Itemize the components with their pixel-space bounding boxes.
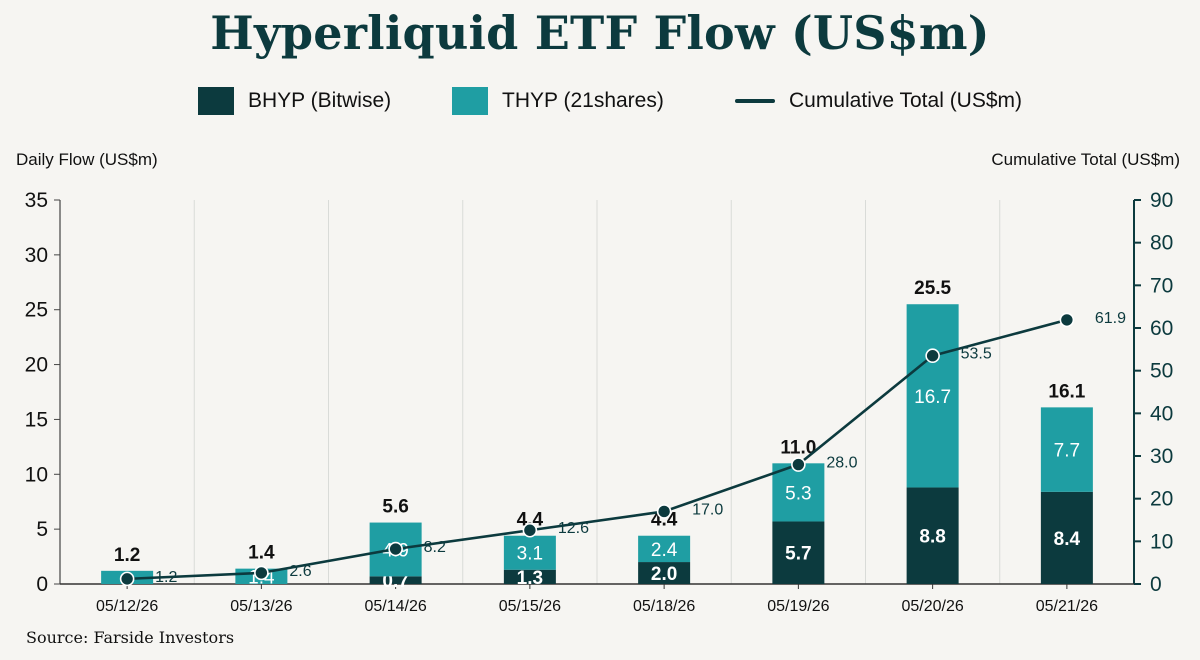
bar-thyp — [906, 304, 959, 488]
cumulative-label: 61.9 — [1095, 310, 1126, 327]
left-tick-label: 20 — [25, 354, 48, 377]
legend-label-bhyp: BHYP (Bitwise) — [248, 89, 392, 112]
bar-total-label: 5.6 — [382, 497, 408, 518]
legend-swatch-thyp — [452, 87, 488, 115]
bar-bhyp — [503, 569, 556, 584]
cumulative-point — [522, 522, 538, 538]
left-tick-label: 5 — [36, 518, 48, 541]
left-tick-label: 35 — [25, 189, 48, 212]
x-tick-label: 05/14/26 — [364, 598, 426, 615]
legend-label-cumulative: Cumulative Total (US$m) — [789, 89, 1023, 112]
bar-label-bhyp: 8.4 — [1054, 529, 1081, 550]
left-tick-label: 15 — [25, 408, 48, 431]
left-tick-label: 10 — [25, 463, 48, 486]
bar-total-label: 1.2 — [114, 545, 140, 566]
bar-thyp — [1040, 407, 1093, 492]
right-tick-label: 70 — [1150, 274, 1173, 297]
cumulative-point — [925, 348, 940, 364]
chart-title: Hyperliquid ETF Flow (US$m) — [210, 6, 990, 60]
right-tick-label: 0 — [1150, 573, 1162, 596]
right-tick-label: 40 — [1150, 402, 1173, 425]
bar-total-label: 11.0 — [780, 437, 816, 458]
cumulative-label: 53.5 — [961, 346, 992, 363]
bar-label-thyp: 7.7 — [1054, 441, 1080, 462]
bar-thyp — [772, 463, 825, 522]
cumulative-label: 1.2 — [155, 569, 177, 586]
bar-label-bhyp: 2.0 — [651, 564, 677, 585]
legend-line-cumulative — [735, 99, 775, 103]
bar-thyp — [638, 535, 691, 563]
x-tick-label: 05/21/26 — [1036, 598, 1098, 615]
cumulative-point — [656, 504, 672, 519]
right-tick-label: 80 — [1150, 232, 1173, 255]
right-tick-label: 20 — [1150, 488, 1173, 511]
x-tick-label: 05/13/26 — [230, 598, 292, 615]
cumulative-label: 17.0 — [692, 501, 723, 518]
right-tick-label: 90 — [1150, 189, 1173, 212]
x-tick-label: 05/19/26 — [767, 598, 829, 615]
bar-label-bhyp: 8.8 — [919, 527, 945, 548]
legend-item-thyp: THYP (21shares) — [452, 86, 664, 116]
left-axis-title: Daily Flow (US$m) — [16, 150, 158, 169]
bar-total-label: 4.4 — [517, 510, 544, 531]
cumulative-label: 12.6 — [558, 520, 589, 537]
bar-label-thyp: 2.4 — [651, 540, 678, 561]
bar-bhyp — [772, 521, 825, 584]
bar-label-thyp: 5.3 — [785, 483, 811, 504]
legend-swatch-bhyp — [198, 87, 234, 115]
bar-label-bhyp: 0.7 — [382, 571, 408, 592]
cumulative-point — [254, 565, 269, 581]
left-tick-label: 25 — [25, 299, 48, 322]
cumulative-point — [388, 541, 403, 557]
bar-bhyp — [369, 576, 422, 584]
cumulative-line — [127, 318, 1068, 581]
bar-total-label: 16.1 — [1048, 381, 1085, 402]
right-tick-label: 60 — [1150, 317, 1173, 340]
legend-item-bhyp: BHYP (Bitwise) — [198, 86, 391, 116]
bar-bhyp — [906, 487, 959, 584]
right-axis-title: Cumulative Total (US$m) — [991, 150, 1180, 169]
cumulative-point — [1059, 312, 1075, 328]
bar-total-label: 1.4 — [248, 543, 275, 564]
cumulative-label: 8.2 — [424, 539, 446, 556]
bar-label-bhyp: 5.7 — [785, 544, 811, 565]
left-tick-label: 0 — [36, 573, 48, 596]
bar-thyp — [503, 535, 556, 570]
bar-label-bhyp: 1.3 — [517, 568, 543, 589]
legend-label-thyp: THYP (21shares) — [502, 89, 664, 112]
bar-label-thyp: 16.7 — [914, 387, 951, 408]
x-tick-label: 05/12/26 — [96, 598, 158, 615]
bar-label-thyp: 3.1 — [517, 544, 543, 565]
x-tick-label: 05/15/26 — [499, 598, 561, 615]
cumulative-point — [119, 571, 135, 587]
x-tick-label: 05/18/26 — [633, 598, 695, 615]
cumulative-label: 28.0 — [826, 455, 857, 472]
bar-bhyp — [638, 562, 691, 584]
bar-total-label: 25.5 — [914, 278, 951, 299]
left-tick-label: 30 — [25, 244, 48, 267]
cumulative-label: 2.6 — [289, 563, 311, 580]
bar-bhyp — [1040, 491, 1093, 584]
right-tick-label: 10 — [1150, 530, 1173, 553]
right-tick-label: 50 — [1150, 360, 1173, 383]
cumulative-point — [791, 457, 806, 472]
x-tick-label: 05/20/26 — [901, 598, 963, 615]
source-note: Source: Farside Investors — [26, 628, 235, 647]
bar-total-label: 4.4 — [651, 510, 678, 531]
right-tick-label: 30 — [1150, 445, 1173, 468]
legend-item-cumulative: Cumulative Total (US$m) — [735, 86, 1022, 116]
